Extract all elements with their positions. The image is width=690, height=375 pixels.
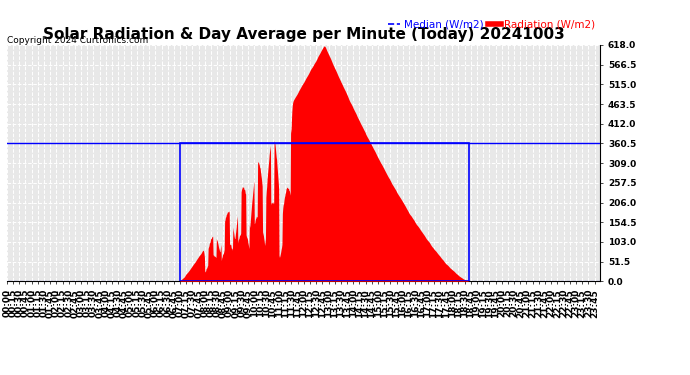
Title: Solar Radiation & Day Average per Minute (Today) 20241003: Solar Radiation & Day Average per Minute…	[43, 27, 564, 42]
Legend: Median (W/m2), Radiation (W/m2): Median (W/m2), Radiation (W/m2)	[388, 20, 595, 30]
Text: Copyright 2024 Curtronics.com: Copyright 2024 Curtronics.com	[7, 36, 148, 45]
Bar	[180, 144, 469, 281]
